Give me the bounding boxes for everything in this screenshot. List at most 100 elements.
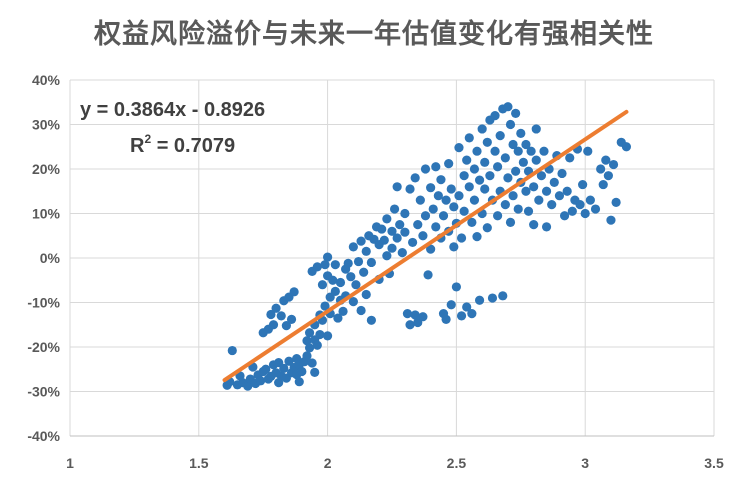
data-point [426,183,436,193]
data-point [456,233,467,243]
data-point [382,214,392,224]
data-point [356,236,366,246]
data-point [446,300,456,310]
data-point [356,305,366,316]
data-point [611,197,621,207]
data-point [320,301,330,311]
y-tick-label: 0% [40,250,61,266]
data-point [474,295,485,305]
trendline [222,109,629,383]
data-point [328,275,338,285]
data-point [379,235,389,245]
data-point [578,179,588,190]
data-point [351,280,361,290]
data-point [315,329,325,340]
data-point [554,191,565,201]
data-points [222,102,632,391]
data-point [539,146,549,156]
data-point [284,356,294,366]
data-point [307,358,317,368]
data-point [590,204,601,214]
data-point [603,171,613,181]
data-point [418,312,428,322]
data-point [508,191,518,201]
data-point [449,202,459,212]
data-point [454,191,464,201]
data-point [596,164,606,174]
data-point [426,244,436,254]
data-point [431,222,441,232]
data-point [438,211,449,221]
data-point [423,270,433,280]
x-tick-label: 3 [581,455,589,471]
data-point [495,131,505,141]
data-point [477,124,487,134]
data-point [557,168,567,179]
data-point [580,208,590,219]
data-point [444,159,454,169]
y-tick-label: 30% [32,117,61,133]
data-point [335,277,346,288]
data-point [392,182,402,192]
data-point [346,272,356,282]
data-point [459,206,469,216]
data-point [289,287,299,297]
data-point [482,223,492,233]
y-tick-label: -10% [27,295,60,311]
data-point [562,186,572,196]
data-point [454,143,464,153]
data-point [508,139,518,150]
y-tick-label: -20% [27,339,60,355]
tick-labels: -40% -30% -20% -10% 0% 10% 20% 30% 40% 1 1.5 2 2.5 3 3… [27,72,724,471]
data-point [227,345,237,356]
data-point [469,164,480,174]
data-point [441,314,451,325]
data-point [361,246,371,256]
data-point [469,195,480,205]
data-point [297,366,307,377]
x-tick-label: 2 [324,455,332,471]
data-point [323,331,333,341]
data-point [302,351,312,361]
data-point [511,108,521,118]
data-point [583,146,593,156]
data-point [330,286,340,296]
data-point [516,128,526,138]
data-point [420,211,431,221]
data-point [261,364,271,374]
data-point [338,306,348,316]
data-point [271,303,281,313]
data-point [410,173,420,183]
data-point [505,217,516,227]
data-point [490,111,500,121]
gridlines [69,79,715,437]
data-point [343,258,353,268]
data-point [279,363,289,373]
data-point [518,157,528,167]
data-point [266,309,276,320]
data-point [433,191,443,201]
data-point [348,242,358,252]
data-point [529,182,539,192]
data-point [446,184,456,194]
data-point [467,217,477,227]
data-point [449,242,459,252]
data-point [480,184,490,194]
data-point [541,186,552,196]
data-point [621,142,632,152]
data-point [482,137,492,147]
x-tick-label: 1.5 [189,455,209,471]
data-point [436,175,446,185]
data-point [601,155,611,165]
data-point [523,206,534,216]
data-point [487,293,498,303]
data-point [366,315,376,325]
data-point [405,320,415,330]
data-point [256,376,266,386]
data-point [493,162,503,172]
data-point [387,226,397,236]
data-point [420,164,431,174]
y-tick-label: -40% [27,428,60,444]
data-point [304,328,315,338]
